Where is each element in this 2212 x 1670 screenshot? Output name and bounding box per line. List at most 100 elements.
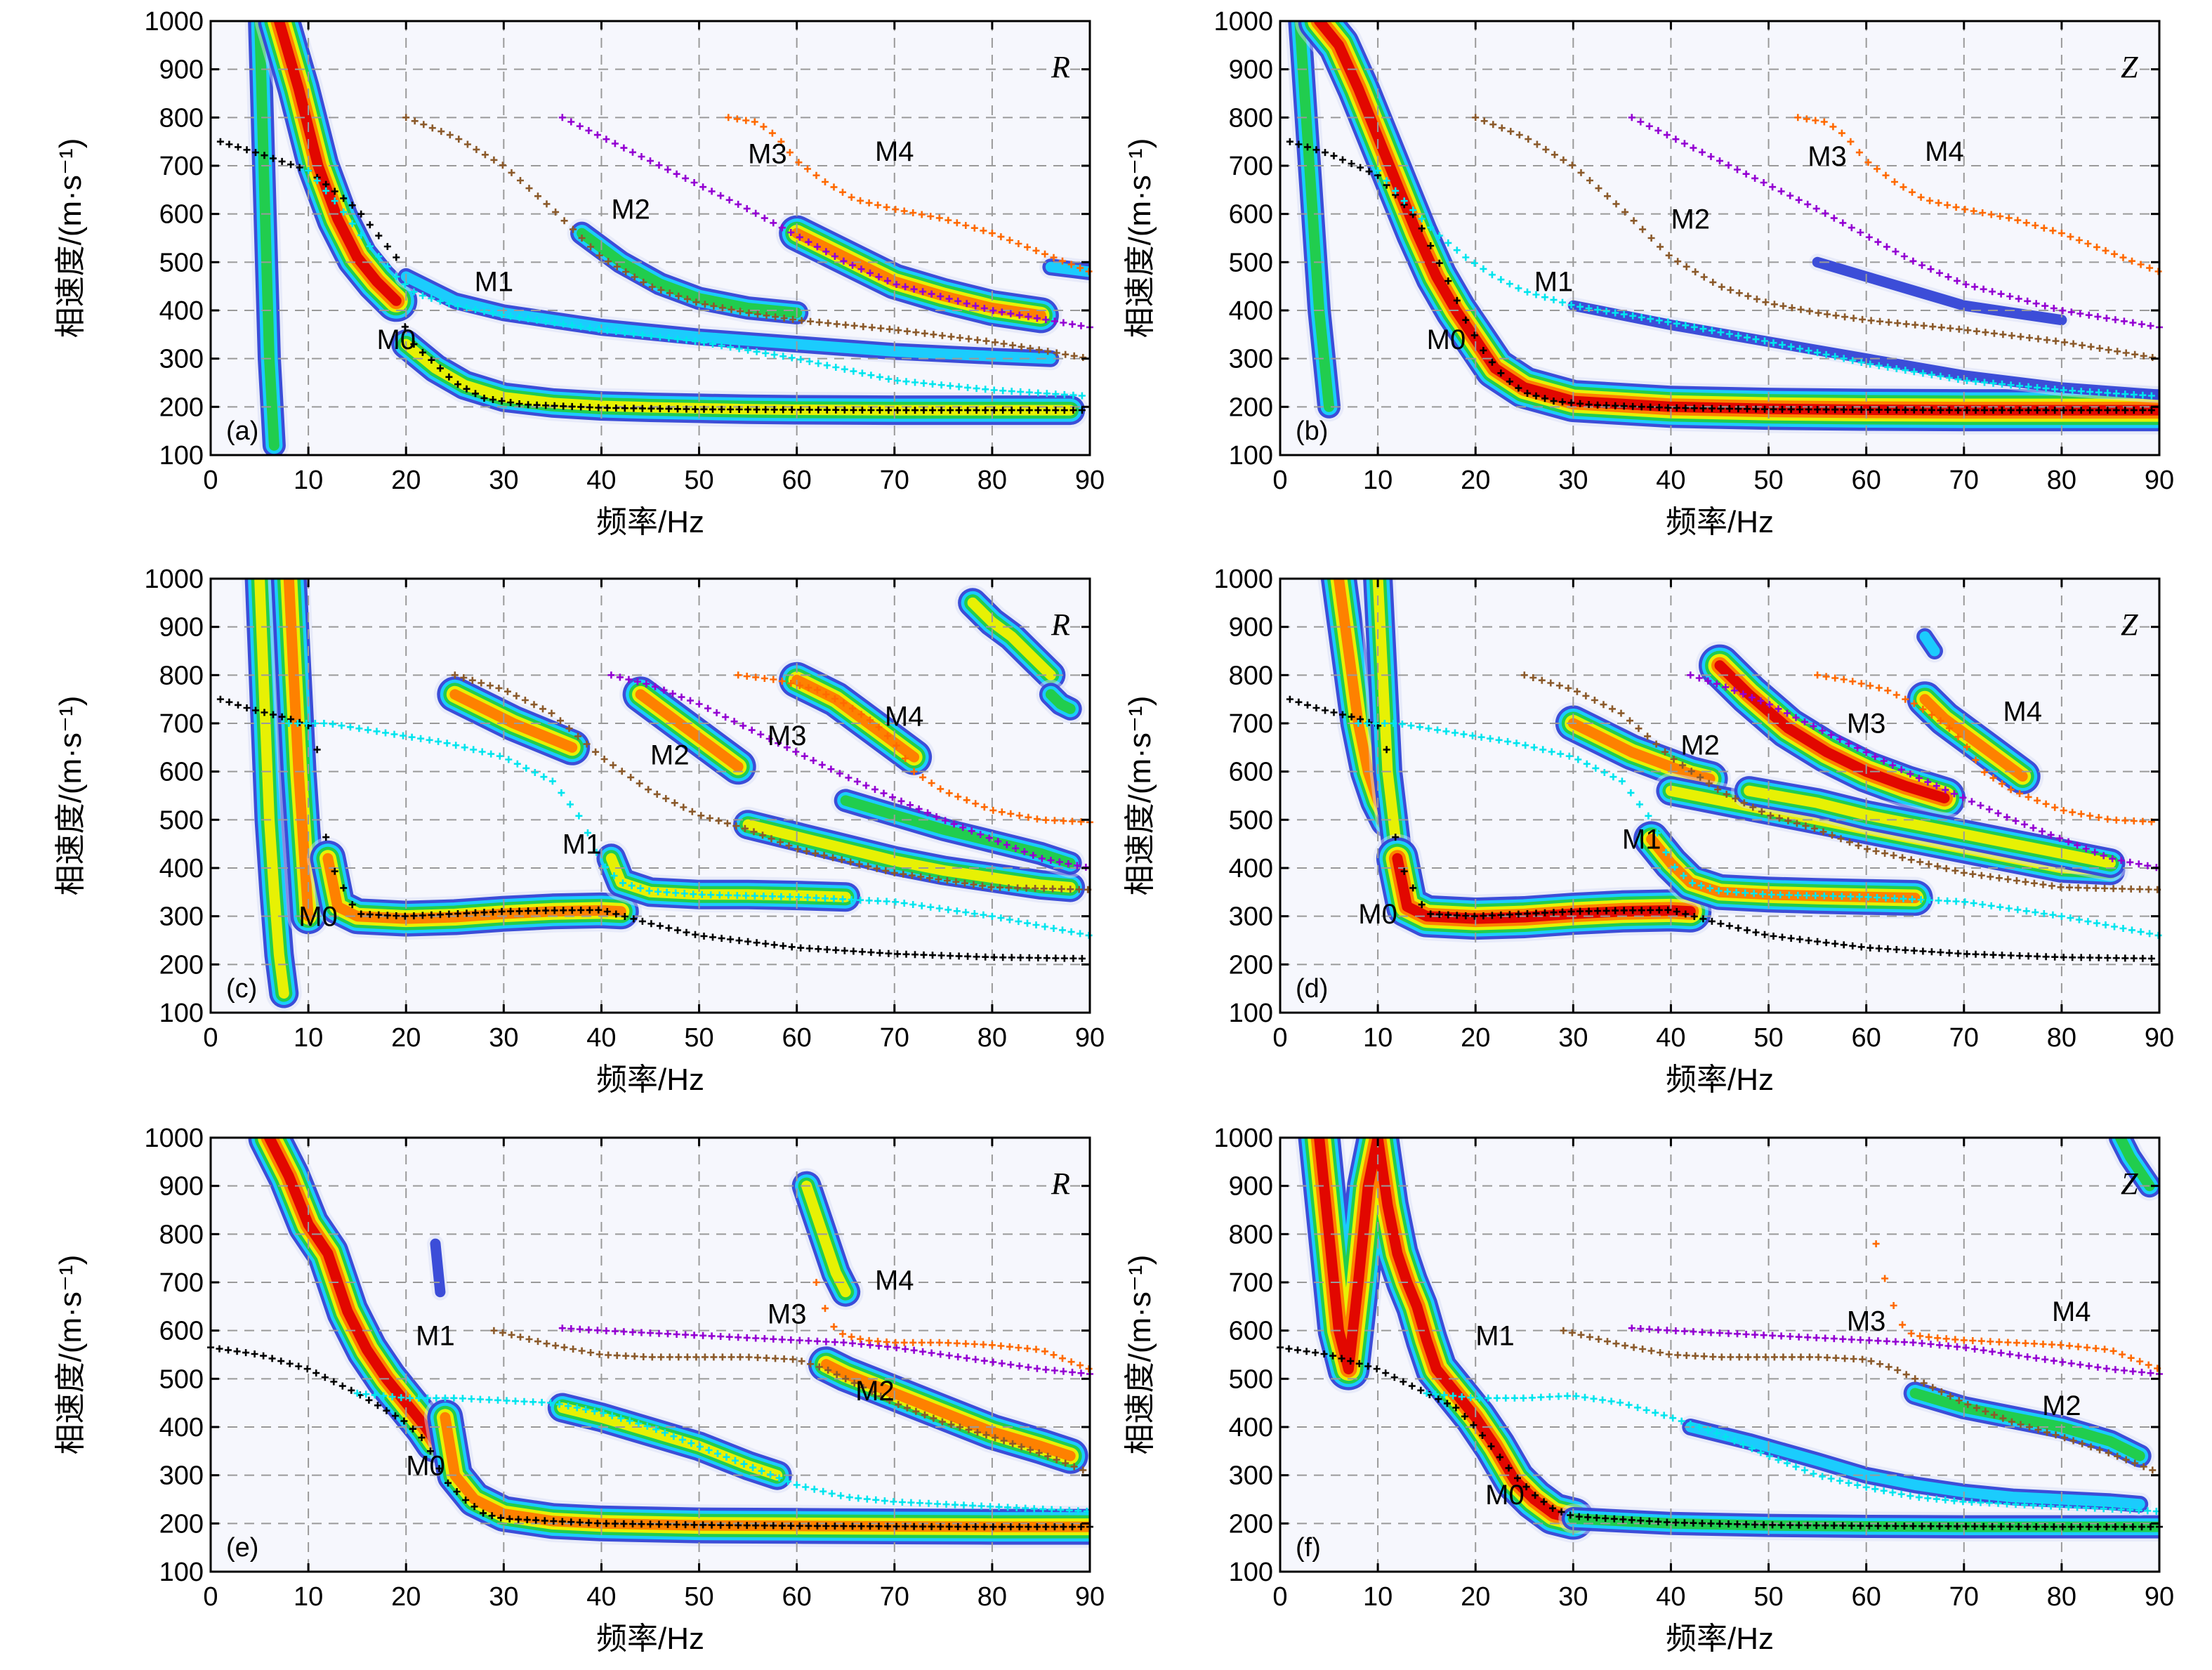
curve-marker (943, 877, 951, 884)
curve-marker (788, 406, 796, 414)
curve-marker (1015, 1344, 1022, 1351)
curve-marker (1062, 350, 1069, 358)
curve-marker (1015, 1523, 1023, 1531)
curve-marker (1365, 168, 1373, 176)
curve-marker (855, 1494, 862, 1502)
curve-marker (1748, 694, 1756, 702)
curve-marker (2145, 886, 2152, 893)
curve-marker (1714, 786, 1722, 794)
axes: 0 10 20 30 40 50 60 70 80 90100200300400500600700… (144, 1124, 1105, 1612)
dispersion-curve-m0 (1277, 1343, 2163, 1531)
curve-marker (2076, 1361, 2084, 1369)
curve-marker (515, 907, 523, 915)
curve-marker (963, 300, 970, 308)
curve-marker (2050, 1357, 2058, 1365)
curve-marker (1635, 801, 1643, 808)
curve-marker (1024, 243, 1031, 251)
curve-marker (1867, 360, 1874, 368)
curve-marker (1610, 1515, 1618, 1523)
curve-marker (868, 324, 876, 331)
component-label: Z (2121, 50, 2138, 84)
curve-marker (243, 704, 251, 711)
curve-marker (1692, 268, 1699, 276)
curve-marker (1690, 1328, 1697, 1336)
energy-ridge (268, 579, 330, 938)
energy-band (1744, 785, 2116, 869)
curve-marker (2034, 407, 2041, 414)
dispersion-curve-m4 (1814, 671, 2155, 826)
curve-marker (1664, 906, 1672, 914)
curve-marker (1018, 1443, 1025, 1451)
curve-marker (2092, 1345, 2100, 1353)
curve-marker (1987, 1338, 1994, 1346)
curve-marker (882, 867, 890, 874)
curve-marker (1295, 698, 1303, 706)
curve-marker (1909, 257, 1917, 265)
curve-marker (353, 1389, 361, 1397)
curve-marker (613, 1352, 621, 1360)
curve-marker (1812, 1334, 1820, 1341)
curve-marker (2102, 1365, 2110, 1372)
curve-marker (1382, 1369, 1390, 1377)
curve-marker (348, 901, 356, 909)
x-tick-label: 60 (1852, 466, 1881, 495)
curve-marker (1025, 1363, 1032, 1371)
curve-marker (1716, 1520, 1723, 1527)
curve-marker (216, 138, 224, 145)
curve-marker (892, 898, 900, 906)
curve-marker (1724, 888, 1732, 895)
curve-marker (1925, 1333, 1933, 1341)
y-tick-label: 100 (1229, 1558, 1273, 1587)
curve-marker (1515, 384, 1522, 392)
x-tick-label: 60 (782, 1023, 812, 1053)
mode-label-m1: M1 (1475, 1320, 1515, 1351)
curve-marker (2032, 222, 2039, 229)
curve-marker (1618, 777, 1626, 785)
curve-marker (1400, 1378, 1407, 1386)
curve-marker (1824, 310, 1831, 318)
curve-marker (942, 817, 949, 824)
curve-marker (850, 406, 857, 414)
curve-marker (980, 803, 988, 811)
curve-marker (865, 199, 873, 206)
curve-marker (1854, 1481, 1862, 1489)
curve-marker (917, 873, 925, 881)
curve-marker (2006, 1350, 2014, 1358)
curve-marker (1987, 902, 1995, 909)
curve-marker (1981, 407, 1988, 414)
curve-marker (732, 1457, 739, 1464)
curve-marker (2105, 346, 2112, 354)
curve-marker (1959, 794, 1967, 801)
curve-marker (1758, 808, 1765, 815)
curve-marker (1400, 197, 1408, 205)
curve-marker (900, 1339, 908, 1346)
curve-marker (1884, 363, 1892, 371)
curve-marker (1802, 822, 1810, 830)
curve-marker (2084, 918, 2092, 926)
curve-marker (2086, 388, 2094, 395)
curve-marker (789, 315, 797, 323)
curve-marker (1645, 1518, 1653, 1525)
curve-marker (937, 952, 945, 959)
curve-marker (647, 157, 654, 165)
curve-marker (2137, 928, 2145, 935)
y-tick-label: 400 (159, 1413, 204, 1442)
curve-marker (692, 298, 700, 306)
energy-ridge (306, 837, 643, 940)
curve-marker (1069, 407, 1077, 414)
curve-marker (2085, 1362, 2093, 1370)
curve-marker (890, 1498, 897, 1506)
curve-marker (867, 269, 874, 277)
curve-marker (497, 1514, 505, 1522)
curve-marker (1558, 1508, 1565, 1516)
curve-marker (778, 224, 786, 232)
mode-label-m3: M3 (748, 139, 787, 170)
curve-marker (1897, 765, 1905, 773)
curve-marker (2140, 1463, 2147, 1471)
curve-marker (2114, 348, 2121, 355)
curve-marker (357, 210, 365, 218)
curve-marker (1927, 1341, 1935, 1348)
curve-marker (1060, 390, 1068, 398)
curve-marker (794, 845, 802, 853)
curve-marker (1829, 831, 1836, 839)
